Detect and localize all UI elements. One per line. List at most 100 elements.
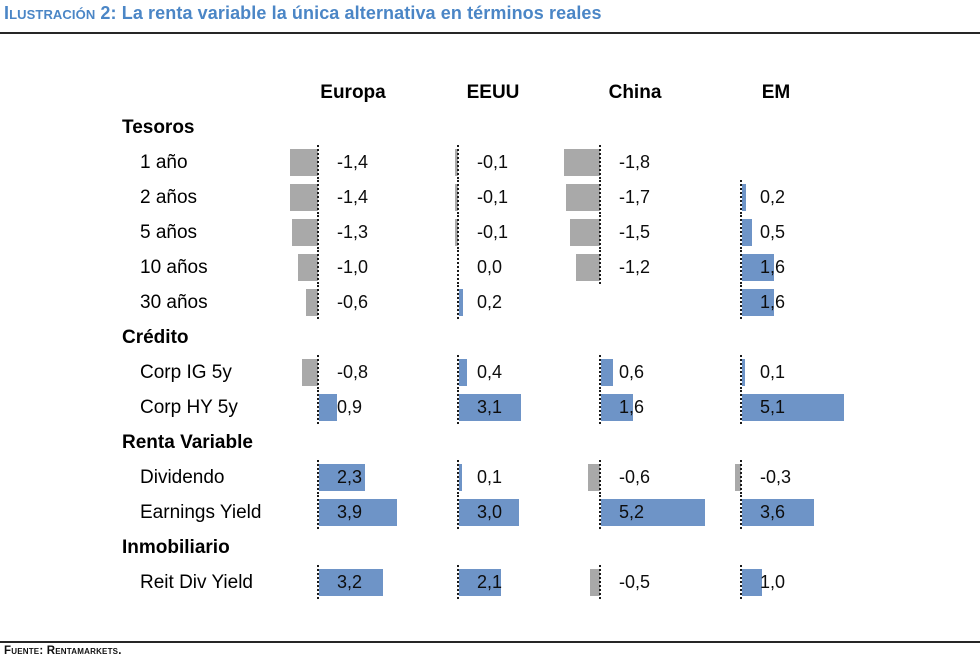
column-header-eeuu: EEUU <box>466 82 520 103</box>
axis-line <box>457 355 459 390</box>
data-row: 5 años -1,3 -0,1 -1,5 0,5 <box>0 215 980 250</box>
axis-line <box>599 390 601 425</box>
value-label: -1,4 <box>337 152 369 172</box>
value-label: -1,4 <box>337 187 369 207</box>
bar-negative <box>570 219 600 246</box>
data-row: Reit Div Yield 3,2 2,1 -0,5 1,0 <box>0 565 980 600</box>
axis-line <box>317 215 319 250</box>
data-row: Dividendo 2,3 0,1 -0,6 -0,3 <box>0 460 980 495</box>
value-label: 5,2 <box>619 502 645 522</box>
value-label: -1,5 <box>619 222 651 242</box>
bar-positive <box>459 569 501 596</box>
column-header-china: China <box>608 82 662 103</box>
row-label: Earnings Yield <box>140 502 262 523</box>
axis-line <box>599 355 601 390</box>
value-label: 0,4 <box>477 362 503 382</box>
axis-line <box>599 565 601 600</box>
section-row: Inmobiliario <box>0 530 980 565</box>
axis-line <box>317 250 319 285</box>
bar-negative <box>455 219 458 246</box>
bar-negative <box>735 464 741 491</box>
value-label: -1,2 <box>619 257 651 277</box>
axis-line <box>599 495 601 530</box>
value-label: 0,9 <box>337 397 363 417</box>
axis-line <box>317 565 319 600</box>
axis-line <box>457 390 459 425</box>
value-label: 3,1 <box>477 397 503 417</box>
value-label: 3,2 <box>337 572 363 592</box>
value-label: 0,2 <box>760 187 786 207</box>
row-label: Reit Div Yield <box>140 572 253 593</box>
section-label: Renta Variable <box>122 432 253 453</box>
bar-positive <box>459 394 521 421</box>
bar-negative <box>290 149 318 176</box>
section-label: Tesoros <box>122 117 195 138</box>
axis-line <box>457 180 459 215</box>
figure-title: Ilustración 2: La renta variable la únic… <box>4 3 602 24</box>
bar-positive <box>601 394 633 421</box>
section-row: Tesoros <box>0 110 980 145</box>
value-label: 0,2 <box>477 292 503 312</box>
value-label: -0,6 <box>337 292 369 312</box>
bar-positive <box>742 219 752 246</box>
bar-positive <box>319 569 383 596</box>
axis-line <box>599 250 601 285</box>
value-label: 1,6 <box>619 397 645 417</box>
row-label: 1 año <box>140 152 188 173</box>
axis-line <box>317 145 319 180</box>
data-row: 1 año -1,4 -0,1 -1,8 <box>0 145 980 180</box>
value-label: 0,6 <box>619 362 645 382</box>
figure-title-text: La renta variable la única alternativa e… <box>116 3 602 23</box>
value-label: 5,1 <box>760 397 786 417</box>
axis-line <box>457 215 459 250</box>
bar-negative <box>590 569 600 596</box>
axis-line <box>317 285 319 320</box>
row-label: 5 años <box>140 222 198 243</box>
axis-line <box>740 565 742 600</box>
bar-positive <box>459 464 462 491</box>
bar-negative <box>298 254 318 281</box>
row-label: 10 años <box>140 257 208 278</box>
bar-positive <box>601 359 613 386</box>
axis-line <box>740 250 742 285</box>
data-row: 30 años -0,6 0,2 1,6 <box>0 285 980 320</box>
value-label: -0,1 <box>477 222 509 242</box>
axis-line <box>740 390 742 425</box>
column-header-europa: Europa <box>320 82 386 103</box>
section-label: Crédito <box>122 327 189 348</box>
bar-positive <box>742 184 746 211</box>
data-row: Earnings Yield 3,9 3,0 5,2 3,6 <box>0 495 980 530</box>
axis-line <box>317 390 319 425</box>
bar-positive <box>742 569 762 596</box>
value-label: -1,0 <box>337 257 369 277</box>
bar-positive <box>319 394 337 421</box>
axis-line <box>599 215 601 250</box>
axis-line <box>317 495 319 530</box>
value-label: 3,0 <box>477 502 503 522</box>
value-label: 1,6 <box>760 292 786 312</box>
bar-positive <box>459 359 467 386</box>
value-label: -1,8 <box>619 152 651 172</box>
column-header-em: EM <box>761 82 791 103</box>
row-label: Corp HY 5y <box>140 397 238 418</box>
value-label: -1,7 <box>619 187 651 207</box>
value-label: -0,6 <box>619 467 651 487</box>
data-row: Corp HY 5y 0,9 3,1 1,6 5,1 <box>0 390 980 425</box>
bar-negative <box>302 359 318 386</box>
bar-negative <box>306 289 318 316</box>
bar-positive <box>459 499 519 526</box>
value-label: -0,3 <box>760 467 792 487</box>
data-row: Corp IG 5y -0,8 0,4 0,6 0,1 <box>0 355 980 390</box>
row-label: Corp IG 5y <box>140 362 232 383</box>
bar-negative <box>576 254 600 281</box>
bar-positive <box>742 289 774 316</box>
axis-line <box>457 565 459 600</box>
value-label: 2,1 <box>477 572 503 592</box>
value-label: 2,3 <box>337 467 363 487</box>
axis-line <box>740 215 742 250</box>
axis-line <box>457 145 459 180</box>
section-row: Renta Variable <box>0 425 980 460</box>
bar-negative <box>566 184 600 211</box>
axis-line <box>457 285 459 320</box>
